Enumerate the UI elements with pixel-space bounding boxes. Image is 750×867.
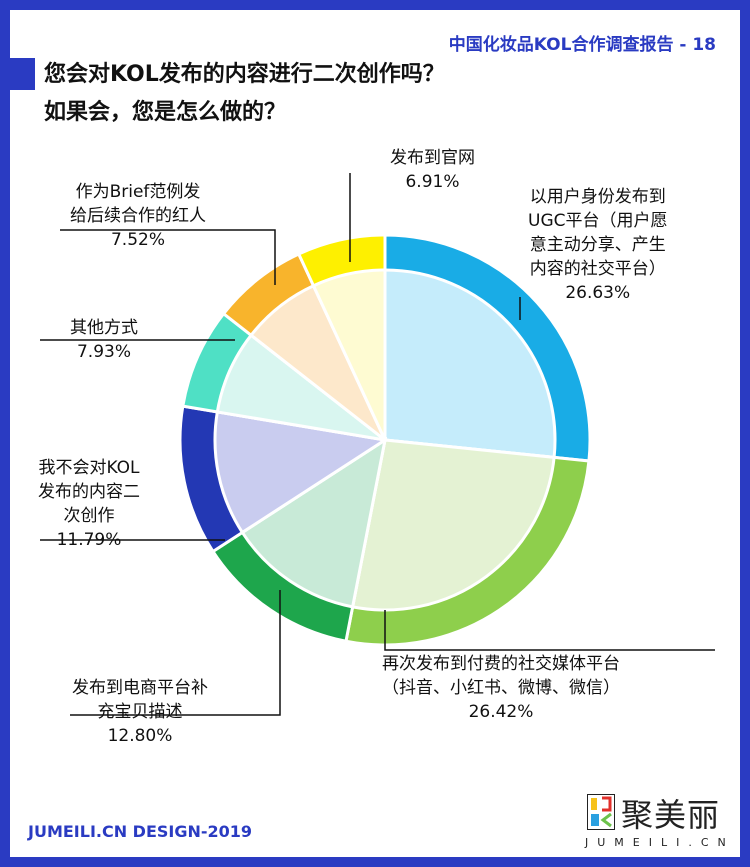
leader-lines — [40, 173, 715, 716]
slice-label-no: 我不会对KOL 发布的内容二 次创作 11.79% — [38, 458, 140, 550]
slice-label-ecommerce: 发布到电商平台补 充宝贝描述 12.80% — [72, 678, 208, 746]
slice-label-other: 其他方式 7.93% — [70, 318, 138, 362]
slice-label-ugc: 以用户身份发布到 UGC平台（用户愿 意主动分享、产生 内容的社交平台） 26.63… — [528, 187, 668, 303]
question-line-1: 您会对KOL发布的内容进行二次创作吗？ — [44, 62, 445, 87]
pie-chart — [40, 173, 715, 716]
leader-line — [384, 610, 715, 651]
title-accent-bar — [10, 58, 35, 90]
leader-line — [60, 229, 276, 285]
pie-slice — [213, 410, 390, 535]
slice-label-官网: 发布到官网 6.91% — [390, 148, 475, 192]
slide: 中国化妆品KOL合作调查报告 - 18 您会对KOL发布的内容进行二次创作吗？ … — [10, 10, 740, 857]
pie-slice — [240, 436, 388, 609]
pie-slice — [383, 268, 557, 460]
footer-credit: JUMEILI.CN DESIGN-2019 — [28, 822, 253, 841]
slice-label-brief: 作为Brief范例发 给后续合作的红人 7.52% — [70, 182, 206, 250]
leader-line — [70, 590, 281, 716]
question-title: 您会对KOL发布的内容进行二次创作吗？ 如果会，您是怎么做的？ — [44, 56, 445, 132]
logo-mark-icon — [587, 794, 615, 830]
pie-slice — [311, 268, 387, 441]
report-title: 中国化妆品KOL合作调查报告 - 18 — [448, 35, 716, 55]
slice-label-paid-social: 再次发布到付费的社交媒体平台 （抖音、小红书、微博、微信） 26.42% — [382, 654, 620, 722]
question-line-2: 如果会，您是怎么做的？ — [44, 100, 287, 125]
pie-slice — [350, 438, 556, 612]
